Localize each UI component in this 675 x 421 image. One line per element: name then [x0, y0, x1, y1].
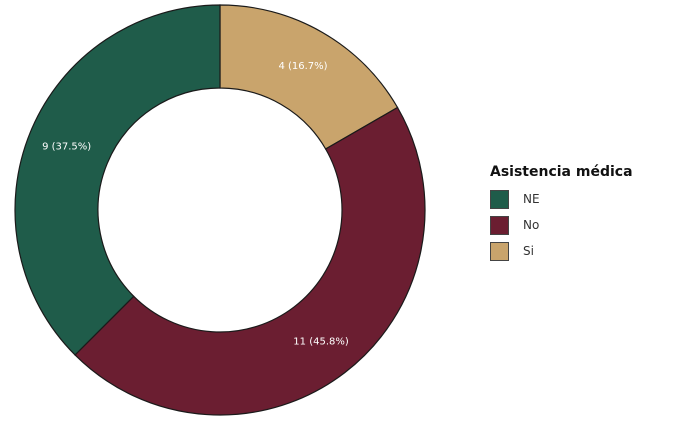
- legend-item-si: Si: [490, 238, 633, 264]
- legend-label-ne: NE: [523, 192, 540, 206]
- legend-item-no: No: [490, 212, 633, 238]
- slice-label-si: 4 (16.7%): [278, 61, 327, 72]
- legend-item-ne: NE: [490, 186, 633, 212]
- legend-swatch-no: [490, 215, 509, 235]
- slice-label-ne: 9 (37.5%): [42, 141, 91, 152]
- donut-slices: [14, 4, 426, 416]
- slice-label-no: 11 (45.8%): [293, 337, 349, 348]
- slice-ne: [14, 4, 221, 356]
- legend-label-si: Si: [523, 244, 534, 258]
- legend-swatch-si: [490, 241, 509, 261]
- legend-swatch-ne: [490, 189, 509, 209]
- slice-no: [74, 106, 426, 416]
- legend: Asistencia médica NE No Si: [490, 164, 633, 264]
- legend-title: Asistencia médica: [490, 164, 633, 180]
- donut-slice-labels: 4 (16.7%) 11 (45.8%) 9 (37.5%): [42, 61, 349, 347]
- legend-label-no: No: [523, 218, 540, 232]
